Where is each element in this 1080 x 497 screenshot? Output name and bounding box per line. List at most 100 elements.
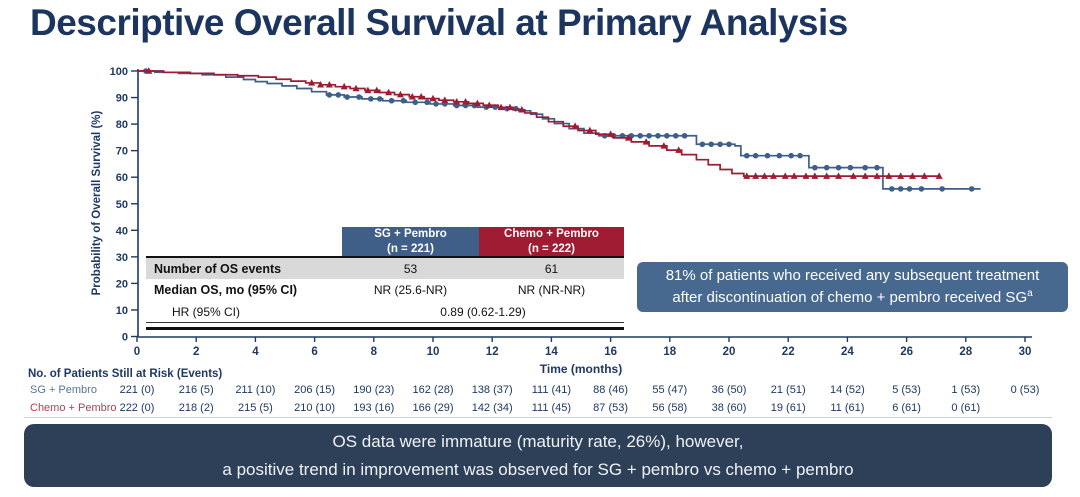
os-events-chemo-value: 61: [544, 261, 559, 276]
row-hazard-ratio: HR (95% CI) 0.89 (0.62-1.29): [146, 301, 624, 323]
risk-row-label-chemo-pembro: Chemo + Pembro: [30, 402, 117, 414]
y-tick-label: 0: [122, 332, 128, 344]
risk-count: 36 (50): [711, 384, 747, 396]
x-tick-label: 4: [252, 346, 259, 358]
sg-pembro-arm-n: (n = 221): [387, 242, 434, 255]
risk-count: 19 (61): [770, 402, 806, 414]
os-stats-table-body: Number of OS events 53 61 Median OS, mo …: [146, 256, 624, 330]
hazard-ratio-label: HR (95% CI): [172, 304, 241, 319]
y-axis-title: Probability of Overall Survival (%): [91, 110, 103, 295]
risk-count: 56 (58): [652, 402, 688, 414]
x-tick-label: 16: [604, 346, 617, 358]
risk-count: 193 (16): [353, 402, 395, 414]
x-axis-title: Time (months): [540, 362, 622, 376]
risk-count: 55 (47): [652, 384, 688, 396]
risk-count: 162 (28): [412, 384, 454, 396]
risk-count: 111 (41): [531, 384, 572, 396]
risk-row-label-sg-pembro: SG + Pembro: [30, 384, 97, 396]
y-tick-label: 60: [116, 172, 128, 184]
km-curve-chemo-pembro: [137, 70, 940, 177]
y-tick-label: 80: [116, 119, 128, 131]
risk-count: 111 (45): [531, 402, 572, 414]
risk-count: 21 (51): [770, 384, 806, 396]
x-tick-label: 18: [663, 346, 676, 358]
x-tick-label: 20: [723, 346, 736, 358]
median-os-chemo-value: NR (NR-NR): [517, 283, 586, 297]
subsequent-treatment-callout: 81% of patients who received any subsequ…: [637, 262, 1068, 312]
hazard-ratio-value: 0.89 (0.62-1.29): [440, 304, 526, 319]
x-tick-label: 26: [900, 346, 913, 358]
risk-table-title: No. of Patients Still at Risk (Events): [28, 368, 223, 380]
x-tick-label: 14: [545, 346, 558, 358]
x-tick-label: 2: [193, 346, 199, 358]
y-tick-label: 20: [116, 278, 128, 290]
conclusion-line1: OS data were immature (maturity rate, 26…: [332, 431, 744, 451]
conclusion-line2: a positive trend in improvement was obse…: [222, 459, 854, 479]
median-os-sg-value: NR (25.6-NR): [373, 283, 448, 297]
x-tick-label: 8: [371, 346, 378, 358]
risk-count: 216 (5): [178, 384, 214, 396]
callout-line1: 81% of patients who received any subsequ…: [665, 267, 1040, 285]
x-tick-label: 28: [959, 346, 972, 358]
footnote-marker: a: [1027, 288, 1033, 299]
x-tick-label: 24: [841, 346, 854, 358]
risk-table-divider: [24, 417, 1052, 418]
row-os-events: Number of OS events 53 61: [146, 258, 624, 279]
header-cell-chemo-pembro: Chemo + Pembro (n = 222): [479, 227, 624, 256]
risk-count: 1 (53): [951, 384, 981, 396]
callout-line2: after discontinuation of chemo + pembro …: [672, 288, 1033, 307]
y-tick-label: 100: [110, 66, 128, 78]
conclusion-banner: OS data were immature (maturity rate, 26…: [24, 424, 1052, 487]
sg-pembro-arm-label: SG + Pembro: [374, 228, 447, 241]
risk-count: 211 (10): [235, 384, 276, 396]
risk-count: 87 (53): [593, 402, 629, 414]
risk-count: 210 (10): [294, 402, 336, 414]
x-tick-label: 10: [427, 346, 440, 358]
row-median-os: Median OS, mo (95% CI) NR (25.6-NR) NR (…: [146, 279, 624, 301]
x-tick-label: 6: [311, 346, 317, 358]
risk-count: 142 (34): [471, 402, 513, 414]
risk-count: 11 (61): [830, 402, 865, 414]
header-cell-sg-pembro: SG + Pembro (n = 221): [342, 227, 479, 256]
risk-count: 138 (37): [471, 384, 513, 396]
risk-count: 222 (0): [119, 402, 155, 414]
y-tick-label: 90: [116, 93, 128, 105]
y-tick-label: 70: [116, 146, 128, 158]
chemo-pembro-arm-n: (n = 222): [528, 242, 575, 255]
risk-count: 5 (53): [892, 384, 921, 396]
censor-marks-sg-pembro: [143, 68, 975, 192]
risk-count: 0 (61): [951, 402, 981, 414]
median-os-label: Median OS, mo (95% CI): [154, 283, 298, 297]
risk-count: 0 (53): [1010, 384, 1040, 396]
risk-count: 14 (52): [829, 384, 865, 396]
risk-count: 166 (29): [412, 402, 454, 414]
y-tick-label: 30: [116, 252, 128, 264]
censor-marks-chemo-pembro: [145, 67, 943, 179]
os-events-sg-value: 53: [403, 261, 418, 276]
risk-count: 218 (2): [178, 402, 214, 414]
risk-count: 206 (15): [294, 384, 336, 396]
risk-count: 190 (23): [353, 384, 395, 396]
y-tick-label: 50: [116, 199, 128, 211]
slide-title: Descriptive Overall Survival at Primary …: [30, 2, 848, 43]
os-stats-table: SG + Pembro (n = 221) Chemo + Pembro (n …: [146, 227, 624, 330]
y-tick-label: 40: [116, 225, 128, 237]
risk-count: 6 (61): [892, 402, 921, 414]
risk-count: 215 (5): [237, 402, 273, 414]
km-curve-sg-pembro: [137, 70, 981, 190]
os-events-label: Number of OS events: [154, 261, 282, 276]
x-tick-label: 22: [782, 346, 795, 358]
os-stats-table-header: SG + Pembro (n = 221) Chemo + Pembro (n …: [146, 227, 624, 256]
y-tick-label: 10: [116, 305, 128, 317]
risk-count: 221 (0): [119, 384, 155, 396]
chemo-pembro-arm-label: Chemo + Pembro: [504, 228, 599, 241]
table-bottom-rule: [146, 327, 624, 330]
x-tick-label: 30: [1019, 346, 1032, 358]
x-tick-label: 12: [486, 346, 499, 358]
x-tick-label: 0: [134, 346, 140, 358]
risk-count: 38 (60): [711, 402, 747, 414]
risk-count: 88 (46): [593, 384, 629, 396]
